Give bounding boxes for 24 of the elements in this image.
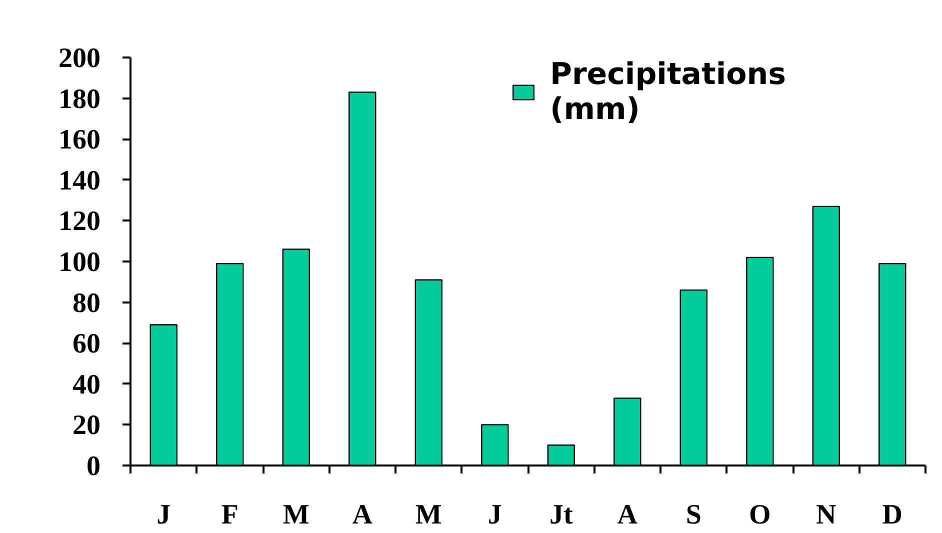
y-tick-label: 80	[72, 288, 100, 319]
y-tick-label: 140	[58, 165, 100, 196]
x-tick-label: A	[352, 500, 374, 530]
x-tick-label: M	[282, 500, 310, 530]
y-tick-label: 200	[58, 43, 100, 74]
y-tick-label: 40	[72, 369, 100, 400]
x-tick-label: J	[488, 500, 502, 530]
x-tick-label: Jt	[549, 500, 574, 530]
y-tick-label: 0	[86, 451, 100, 482]
y-tick-label: 100	[58, 247, 100, 278]
x-tick-label: M	[415, 500, 442, 530]
x-tick-label: J	[156, 500, 171, 530]
x-tick-label: D	[882, 500, 902, 530]
y-tick-label: 20	[72, 410, 100, 442]
x-tick-label: A	[617, 500, 638, 530]
x-tick-label: O	[748, 500, 771, 530]
x-tick-label: S	[686, 500, 702, 530]
y-tick-label: 60	[72, 328, 100, 360]
y-tick-label: 180	[58, 84, 100, 115]
legend-label: Precipitations (mm)	[550, 57, 787, 127]
x-tick-label: F	[221, 500, 238, 530]
y-tick-label: 160	[58, 124, 100, 156]
x-tick-label: N	[816, 500, 836, 530]
y-tick-label: 120	[58, 206, 100, 238]
